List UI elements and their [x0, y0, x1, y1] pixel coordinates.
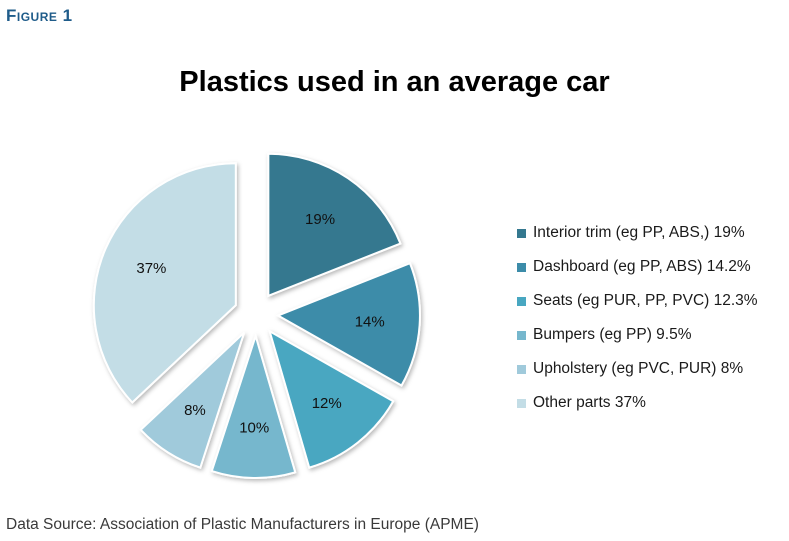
legend-swatch: [517, 296, 526, 306]
legend-item-6: Other parts 37%: [517, 386, 758, 420]
legend-item-5: Upholstery (eg PVC, PUR) 8%: [517, 352, 758, 386]
pie-slice-label-5: 8%: [184, 402, 206, 419]
pie-slice-2: [275, 261, 421, 387]
legend-label: Other parts 37%: [533, 394, 646, 411]
legend-swatch: [517, 330, 526, 340]
pie-slice-label-2: 14%: [355, 313, 385, 330]
legend-item-4: Bumpers (eg PP) 9.5%: [517, 318, 758, 352]
legend-item-2: Dashboard (eg PP, ABS) 14.2%: [517, 250, 758, 284]
chart-legend: Interior trim (eg PP, ABS,) 19% Dashboard…: [517, 216, 758, 420]
pie-slice-1: [267, 152, 402, 298]
legend-label: Bumpers (eg PP) 9.5%: [533, 326, 692, 343]
chart-title: Plastics used in an average car: [179, 66, 610, 98]
pie-slice-label-3: 12%: [312, 395, 342, 412]
legend-label: Upholstery (eg PVC, PUR) 8%: [533, 360, 744, 377]
legend-item-1: Interior trim (eg PP, ABS,) 19%: [517, 216, 758, 250]
legend-item-3: Seats (eg PUR, PP, PVC) 12.3%: [517, 284, 758, 318]
pie-slice-3: [268, 329, 395, 469]
data-source: Data Source: Association of Plastic Manu…: [6, 516, 479, 533]
pie-slice-5: [139, 331, 246, 469]
pie-slice-label-1: 19%: [305, 211, 335, 228]
pie-slice-label-6: 37%: [136, 260, 166, 277]
legend-swatch: [517, 364, 526, 374]
legend-label: Interior trim (eg PP, ABS,) 19%: [533, 224, 745, 241]
legend-label: Dashboard (eg PP, ABS) 14.2%: [533, 258, 751, 275]
legend-label: Seats (eg PUR, PP, PVC) 12.3%: [533, 292, 758, 309]
figure-label: Figure 1: [6, 6, 73, 25]
legend-swatch: [517, 398, 526, 408]
legend-swatch: [517, 262, 526, 272]
pie-slice-label-4: 10%: [239, 419, 269, 436]
pie-slice-4: [210, 332, 297, 479]
pie-slice-6: [92, 162, 237, 404]
legend-swatch: [517, 228, 526, 238]
